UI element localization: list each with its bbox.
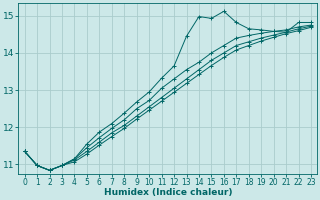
X-axis label: Humidex (Indice chaleur): Humidex (Indice chaleur) xyxy=(104,188,232,197)
